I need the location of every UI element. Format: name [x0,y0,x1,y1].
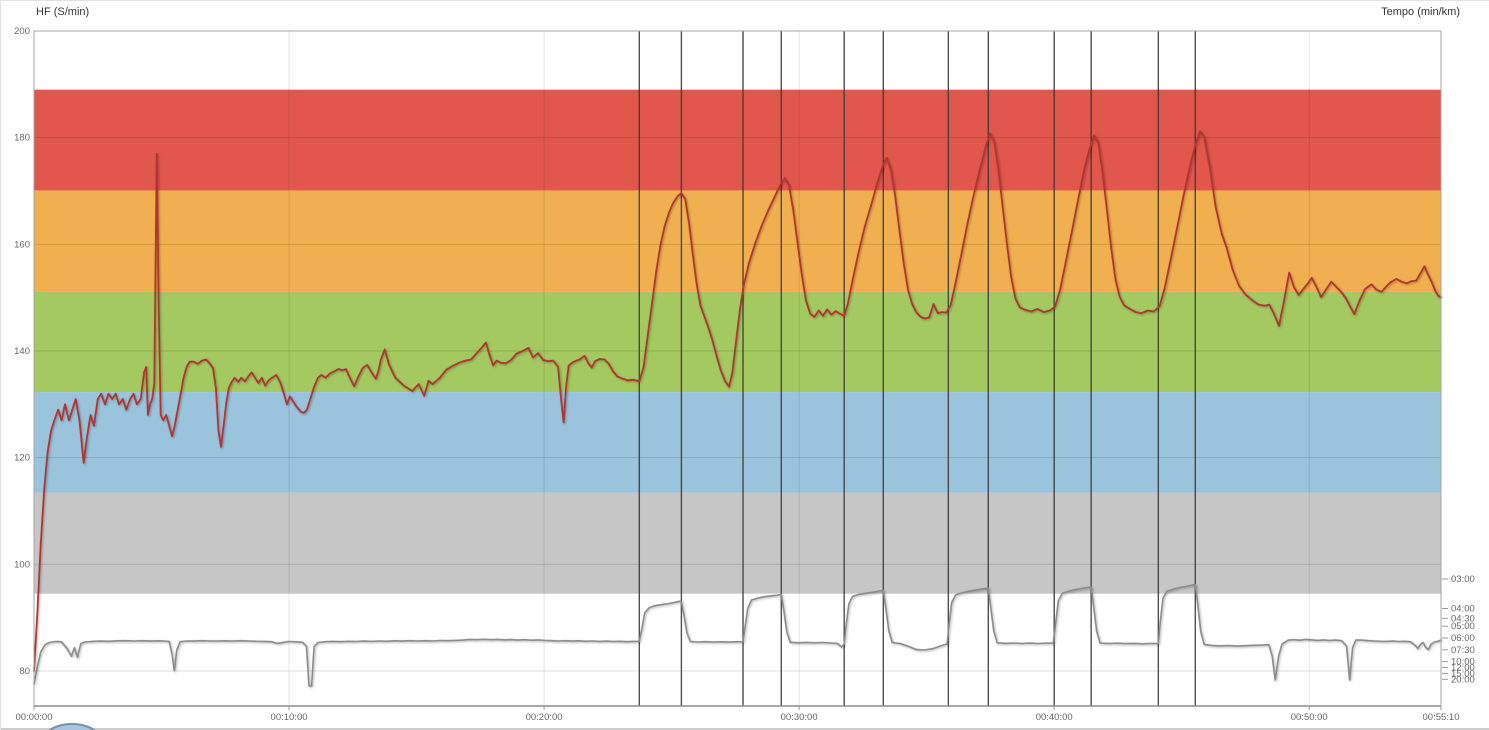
hr-zone-4-band [34,190,1441,292]
hr-axis-tick-label: 80 [19,666,30,677]
hr-series-line [33,130,1442,672]
pace-axis-tick-label: 03:00 [1451,574,1475,585]
time-axis-tick-label: 00:55:10 [1423,712,1460,723]
hr-zone-5-band [34,89,1441,191]
hr-axis-tick-label: 140 [14,346,30,357]
time-axis-tick-label: 00:20:00 [526,712,563,723]
pace-axis-tick-label: 04:30 [1451,613,1475,624]
hr-axis-tick-label: 160 [14,239,30,250]
pace-axis-tick-label: 04:00 [1451,604,1475,615]
plot-area: 200 180 160 140 120 100 80 03:00 04:0004:3005:00… [14,26,1475,723]
pace-axis-tick-label: 15:00 [1451,668,1475,679]
time-axis-tick-label: 00:10:00 [271,712,308,723]
pace-axis-tick-label: 05:00 [1451,621,1475,632]
hr-axis-tick-label: 100 [14,559,30,570]
hr-zone-2-band [34,392,1441,493]
pace-axis-tick-label: 06:00 [1451,633,1475,644]
time-axis-tick-label: 00:50:00 [1291,712,1328,723]
hr-zone-1-band [34,492,1441,594]
hr-zone-3-band [34,291,1441,393]
pace-axis-tick-label: 10:00 [1451,657,1475,668]
pace-series-line [33,583,1442,687]
pace-axis-tick-label: 12:00 [1451,663,1475,674]
right-axis-title: Tempo (min/km) [1381,6,1460,18]
time-axis-tick-label: 00:40:00 [1036,712,1073,723]
hr-axis-tick-label: 120 [14,453,30,464]
time-axis-tick-label: 00:30:00 [781,712,818,723]
pace-axis-tick-label: 20:00 [1451,674,1475,685]
pace-axis-tick-label: 07:30 [1451,645,1475,656]
time-axis-tick-label: 00:00:00 [16,712,53,723]
hr-axis-tick-label: 180 [14,133,30,144]
hr-axis-tick-label: 200 [14,26,30,37]
left-axis-title: HF (S/min) [36,6,89,18]
